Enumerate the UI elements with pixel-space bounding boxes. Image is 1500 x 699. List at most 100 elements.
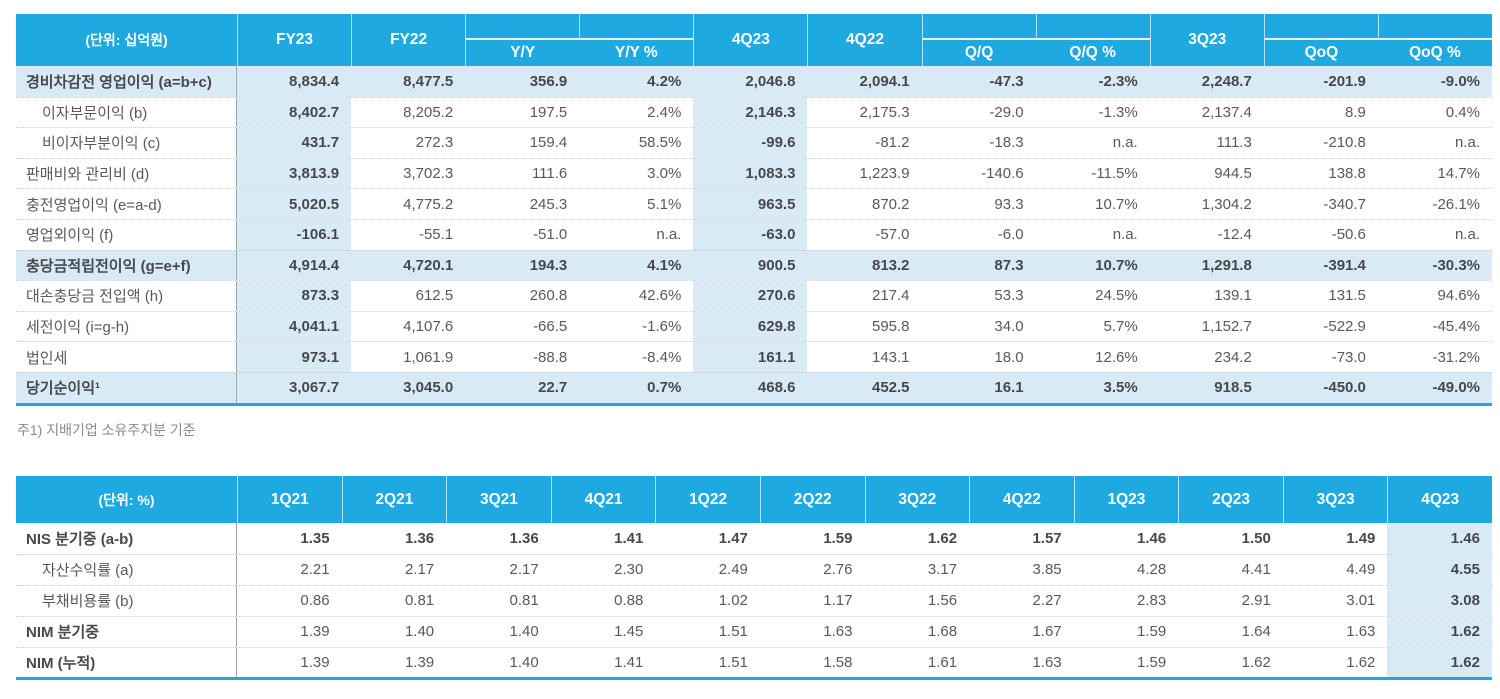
cell-value: 1.57: [1032, 529, 1062, 547]
cell-value: -49.0%: [1432, 379, 1480, 397]
cell-value: 3.85: [1032, 561, 1062, 579]
cell-value: 1.59: [1137, 623, 1167, 641]
cell-value: 12.6%: [1095, 348, 1138, 366]
cell-value: 8,402.7: [237, 97, 352, 128]
cell-value: -210.8: [1323, 134, 1366, 152]
cell-value: 2,175.3: [859, 103, 910, 121]
table2-body: NIS 분기중 (a-b) 1.35 1.36 1.36 1.41 1.47 1.59 1.6…: [16, 523, 1492, 678]
cell-value: 1.59: [823, 529, 853, 547]
cell-value: 22.7: [538, 379, 568, 397]
cell-value: 161.1: [693, 342, 808, 372]
table2-header-4q21: 4Q21: [550, 476, 656, 523]
cell-value: 0.81: [509, 592, 539, 610]
cell-value: 3.08: [1387, 585, 1492, 616]
cell-value: 0.86: [300, 592, 330, 610]
cell-value: -81.2: [875, 134, 910, 152]
cell-value: 1.64: [1241, 623, 1271, 641]
cell-value: 1.39: [300, 654, 330, 671]
cell-value: 2.21: [300, 561, 330, 579]
cell-value: 1.63: [823, 623, 853, 641]
table2-header-2q22: 2Q22: [759, 476, 865, 523]
cell-value: 14.7%: [1437, 165, 1480, 183]
cell-value: 138.8: [1328, 165, 1366, 183]
table2-unit-label: (단위: %): [98, 491, 155, 508]
cell-value: 2,248.7: [1201, 72, 1252, 90]
table-row: 법인세 973.1 1,061.9 -88.8 -8.4% 161.1 143.1 18.0 1…: [16, 341, 1492, 372]
cell-value: 2.49: [718, 561, 748, 579]
cell-value: -26.1%: [1432, 195, 1480, 213]
cell-value: -45.4%: [1432, 318, 1480, 336]
cell-value: 612.5: [415, 287, 454, 305]
cell-value: 1.51: [718, 654, 748, 671]
cell-value: 3,067.7: [289, 379, 340, 397]
cell-value: 5,020.5: [237, 189, 352, 219]
cell-value: 2,046.8: [745, 72, 796, 90]
table1-header-yy: Y/Y: [465, 14, 580, 66]
cell-value: 1,291.8: [1201, 256, 1252, 274]
cell-value: -106.1: [237, 219, 352, 250]
cell-value: -55.1: [418, 226, 454, 244]
cell-value: -2.3%: [1098, 72, 1138, 90]
cell-value: 1.39: [300, 623, 330, 641]
table-row: 충전영업이익 (e=a-d) 5,020.5 4,775.2 245.3 5.1% 963…: [16, 188, 1492, 219]
cell-value: -201.9: [1323, 72, 1366, 90]
cell-value: -29.0: [989, 103, 1024, 121]
row-label: 이자부문이익 (b): [16, 97, 237, 128]
cell-value: 356.9: [529, 72, 568, 90]
cell-value: -12.4: [1217, 226, 1252, 244]
table2-header-1q21: 1Q21: [237, 476, 342, 523]
cell-value: 2.30: [614, 561, 644, 579]
cell-value: -88.8: [533, 348, 568, 366]
cell-value: 0.7%: [647, 379, 682, 397]
row-label: NIM (누적): [16, 647, 237, 678]
cell-value: 1.50: [1241, 529, 1271, 547]
table1-unit-label: (단위: 십억원): [85, 32, 168, 48]
cell-value: 16.1: [994, 379, 1024, 397]
table1-header-fy22: FY22: [351, 14, 465, 66]
cell-value: n.a.: [1112, 226, 1138, 244]
cell-value: 1.39: [404, 654, 435, 671]
cell-value: 629.8: [693, 311, 808, 342]
cell-value: -391.4: [1323, 256, 1366, 274]
table2-header-3q23: 3Q23: [1282, 476, 1388, 523]
cell-value: 1.35: [300, 529, 330, 547]
cell-value: 139.1: [1214, 287, 1252, 305]
cell-value: 1.62: [1387, 647, 1492, 678]
cell-value: -1.6%: [642, 318, 682, 336]
cell-value: -450.0: [1323, 379, 1366, 397]
table-row: 경비차감전 영업이익 (a=b+c) 8,834.4 8,477.5 356.9 4.2…: [16, 66, 1492, 97]
cell-value: -50.6: [1331, 226, 1366, 244]
row-label: 세전이익 (i=g-h): [16, 311, 237, 342]
cell-value: 1.40: [509, 623, 539, 641]
cell-value: -63.0: [693, 219, 808, 250]
cell-value: 4.55: [1387, 554, 1492, 585]
cell-value: n.a.: [1454, 134, 1480, 152]
cell-value: 8.9: [1345, 103, 1366, 121]
cell-value: 973.1: [237, 342, 352, 372]
cell-value: 873.3: [237, 281, 352, 311]
cell-value: 870.2: [871, 195, 910, 213]
cell-value: 42.6%: [638, 287, 682, 305]
cell-value: 1.68: [927, 623, 958, 641]
cell-value: 1.62: [1387, 616, 1492, 647]
cell-value: 1.41: [614, 529, 644, 547]
cell-value: 2.91: [1241, 592, 1271, 610]
cell-value: 10.7%: [1095, 195, 1138, 213]
cell-value: -8.4%: [642, 348, 682, 366]
table1-header-3q23: 3Q23: [1149, 14, 1264, 66]
nis-nim-table: (단위: %) 1Q21 2Q21 3Q21 4Q21 1Q22 2Q22 3Q22 4Q22…: [16, 476, 1492, 681]
cell-value: 1,223.9: [859, 165, 910, 183]
cell-value: 4.41: [1241, 561, 1271, 579]
cell-value: -99.6: [693, 128, 808, 158]
row-label: 충전영업이익 (e=a-d): [16, 189, 237, 219]
table-row: 이자부문이익 (b) 8,402.7 8,205.2 197.5 2.4% 2,146.3…: [16, 96, 1492, 128]
table-row: NIS 분기중 (a-b) 1.35 1.36 1.36 1.41 1.47 1.59 1.6…: [16, 523, 1492, 554]
cell-value: 0.88: [614, 592, 644, 610]
cell-value: -73.0: [1331, 348, 1366, 366]
income-statement-table: (단위: 십억원) FY23 FY22 Y/Y Y/Y % 4Q23 4Q22 …: [16, 14, 1492, 406]
cell-value: 1.56: [927, 592, 958, 610]
cell-value: 4,775.2: [403, 195, 454, 213]
cell-value: 143.1: [871, 348, 910, 366]
cell-value: 159.4: [529, 134, 568, 152]
table2-header-1q23: 1Q23: [1073, 476, 1179, 523]
